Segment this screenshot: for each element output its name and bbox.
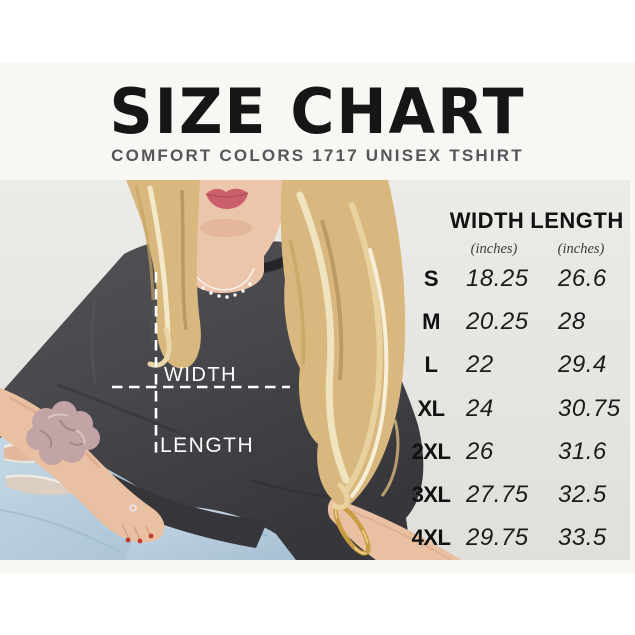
- table-header-length: LENGTH: [530, 208, 624, 233]
- size-label: XL: [417, 395, 445, 421]
- table-row: M 20.25 28: [398, 300, 630, 343]
- width-value: 27.75: [466, 481, 529, 509]
- size-table: S 18.25 26.6 M 20.25 28 L 22 29.4 XL 24 …: [398, 257, 630, 560]
- size-label: S: [423, 265, 439, 291]
- width-overlay-label: WIDTH: [164, 364, 238, 386]
- lips: [206, 188, 248, 209]
- length-value: 29.4: [558, 351, 607, 379]
- length-value: 33.5: [558, 524, 607, 552]
- width-value: 22: [466, 351, 494, 379]
- length-value: 32.5: [558, 481, 607, 509]
- size-label: 4XL: [411, 525, 451, 551]
- length-overlay-label: LENGTH: [160, 434, 255, 457]
- width-value: 26: [466, 437, 494, 465]
- page-title: SIZE CHART: [109, 75, 526, 149]
- table-row: 3XL 27.75 32.5: [398, 473, 630, 516]
- size-label: M: [422, 308, 440, 334]
- table-row: 2XL 26 31.6: [398, 430, 630, 473]
- table-header-width: WIDTH: [449, 208, 525, 233]
- red-nail: [148, 533, 154, 539]
- tshirt-hem: [100, 474, 268, 548]
- table-row: S 18.25 26.6: [398, 257, 630, 300]
- length-value: 26.6: [558, 264, 607, 292]
- necklace: [190, 267, 255, 299]
- width-value: 20.25: [466, 307, 529, 335]
- width-value: 24: [466, 394, 494, 422]
- length-value: 31.6: [558, 437, 607, 465]
- size-label: L: [424, 352, 438, 378]
- page-subtitle: COMFORT COLORS 1717 UNISEX TSHIRT: [111, 146, 524, 165]
- table-row: L 22 29.4: [398, 344, 630, 387]
- length-value: 30.75: [558, 394, 621, 422]
- table-row: 4XL 29.75 33.5: [398, 517, 630, 560]
- size-label: 2XL: [411, 438, 451, 464]
- width-value: 29.75: [466, 524, 529, 552]
- face-and-neck: [184, 180, 285, 293]
- red-nail: [125, 537, 131, 543]
- red-nail: [137, 538, 143, 544]
- scrunchie: [26, 401, 100, 465]
- photo-illustration: [0, 180, 630, 560]
- table-row: XL 24 30.75: [398, 387, 630, 430]
- table-unit-width: (inches): [470, 241, 518, 257]
- table-unit-length: (inches): [557, 241, 605, 257]
- hair: [126, 180, 406, 510]
- length-value: 28: [558, 307, 586, 335]
- size-label: 3XL: [411, 482, 451, 508]
- ring: [129, 504, 137, 512]
- model-photo: [0, 180, 630, 560]
- width-value: 18.25: [466, 264, 529, 292]
